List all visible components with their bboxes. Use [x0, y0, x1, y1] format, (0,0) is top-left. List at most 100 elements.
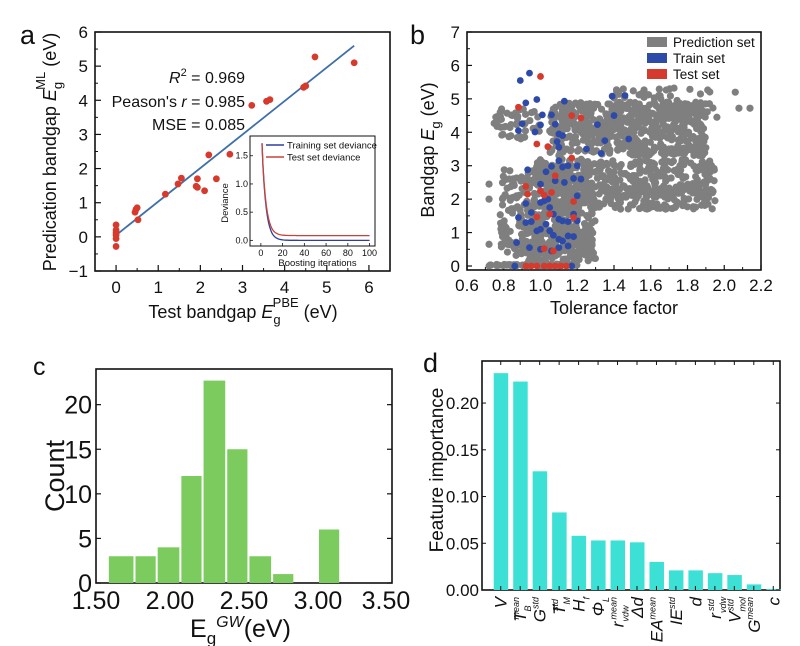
x-tick-label: TMstd — [550, 597, 572, 615]
prediction-point — [588, 236, 596, 244]
panel-c-histogram: 0 5 10 15 20 1.50 2.00 2.50 3.00 3.50 Count EgGW(eV… — [40, 368, 410, 646]
annotation-mse: MSE = 0.085 — [152, 117, 245, 134]
x-axis-label: EgGW(eV) — [190, 614, 291, 646]
panel-a-scatter: 0 1 2 3 4 5 6 −1 0 1 2 3 4 5 6 Test bandgap EgPBE (eV) P… — [33, 23, 391, 327]
train-point — [548, 162, 555, 170]
y-tick-label: 0.10 — [446, 488, 479, 507]
test-point — [577, 114, 585, 122]
prediction-point — [634, 192, 642, 200]
prediction-point — [655, 85, 663, 93]
data-point — [248, 102, 256, 109]
prediction-point — [607, 200, 615, 208]
prediction-point — [692, 98, 700, 106]
y-tick-label: 5 — [451, 90, 460, 109]
data-point — [112, 235, 120, 242]
train-point — [551, 120, 559, 128]
prediction-point — [643, 192, 651, 200]
y-tick-label: 0.05 — [446, 534, 479, 553]
histogram-bar — [319, 529, 340, 583]
importance-bar — [688, 570, 703, 590]
importance-bar — [552, 512, 567, 590]
prediction-point — [584, 196, 592, 204]
prediction-point — [651, 181, 659, 189]
prediction-point — [617, 160, 625, 169]
prediction-point — [631, 158, 640, 166]
train-point — [597, 149, 605, 157]
prediction-point — [746, 104, 754, 112]
prediction-point — [534, 161, 543, 169]
prediction-point — [708, 205, 716, 213]
prediction-point — [614, 138, 623, 146]
histogram-bar — [273, 574, 294, 583]
importance-bar — [591, 540, 606, 590]
prediction-point — [658, 204, 666, 212]
prediction-point — [553, 224, 562, 232]
y-tick-label: 20 — [64, 392, 92, 420]
prediction-point — [706, 174, 714, 182]
prediction-point — [498, 131, 506, 139]
train-point — [511, 262, 519, 270]
x-tick-label: 2.2 — [749, 276, 773, 295]
x-tick-label: rvdwstd — [706, 597, 728, 619]
data-point — [201, 187, 208, 195]
prediction-point — [614, 106, 622, 114]
train-point — [537, 180, 544, 188]
train-point — [542, 220, 550, 228]
prediction-point — [585, 223, 593, 231]
prediction-point — [693, 195, 701, 203]
prediction-point — [597, 126, 605, 135]
test-point — [533, 213, 541, 221]
prediction-point — [633, 182, 641, 191]
annotation-r2: R2 = 0.969 — [169, 67, 245, 87]
prediction-point — [699, 142, 707, 151]
test-point — [562, 262, 570, 270]
prediction-point — [627, 113, 635, 121]
scatter-points — [485, 69, 754, 270]
histogram-bar — [249, 556, 272, 583]
prediction-point — [507, 183, 515, 191]
prediction-point — [629, 87, 637, 95]
test-point — [527, 262, 535, 270]
panel-label-b: b — [410, 20, 425, 50]
y-tick-label: 6 — [79, 23, 88, 42]
train-point — [522, 200, 530, 207]
x-tick-label: ΦL — [589, 597, 611, 616]
prediction-point — [574, 180, 582, 188]
train-point — [610, 112, 618, 119]
importance-bar — [532, 471, 548, 590]
train-point — [555, 244, 563, 252]
data-point — [205, 151, 213, 159]
prediction-point — [517, 177, 525, 185]
prediction-point — [662, 177, 670, 185]
prediction-point — [579, 250, 587, 258]
prediction-point — [556, 185, 564, 194]
train-point — [546, 204, 554, 211]
train-point — [621, 92, 629, 99]
legend-swatch — [647, 37, 667, 47]
prediction-point — [551, 103, 560, 111]
test-point — [551, 172, 559, 180]
prediction-point — [530, 201, 539, 209]
prediction-point — [677, 189, 685, 197]
prediction-point — [613, 88, 621, 96]
prediction-point — [498, 232, 507, 241]
train-point — [559, 132, 566, 140]
prediction-point — [578, 107, 586, 115]
data-point — [134, 216, 142, 224]
x-tick-label: 4 — [280, 278, 289, 297]
train-point — [564, 218, 572, 225]
x-tick-label: 6 — [364, 278, 373, 297]
prediction-point — [591, 100, 599, 108]
prediction-point — [616, 199, 624, 207]
test-point — [551, 262, 559, 270]
y-tick-label: 3 — [451, 157, 460, 176]
prediction-point — [641, 204, 649, 212]
data-point — [112, 221, 120, 229]
train-point — [608, 92, 616, 100]
prediction-point — [521, 127, 530, 135]
prediction-point — [502, 175, 510, 184]
importance-bar — [571, 535, 587, 590]
test-point — [568, 154, 576, 162]
y-tick-label: 15 — [64, 436, 92, 464]
prediction-point — [648, 132, 657, 140]
